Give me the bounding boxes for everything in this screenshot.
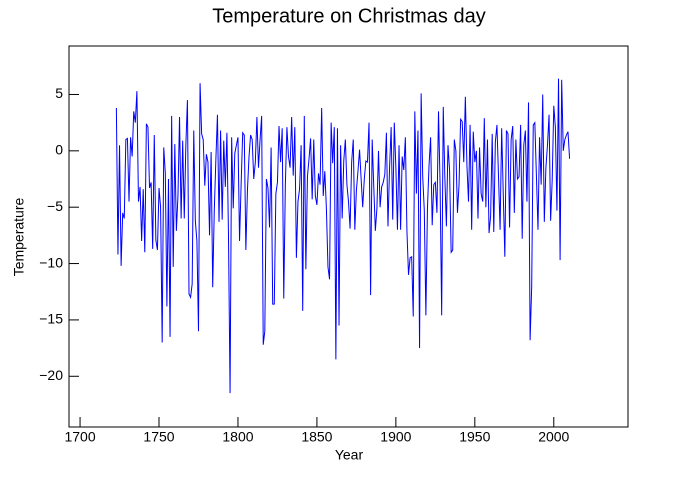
x-tick-label: 1700 (64, 429, 95, 445)
x-tick-label: 1750 (143, 429, 174, 445)
y-tick-label: −15 (39, 311, 63, 327)
y-tick-label: −5 (47, 198, 63, 214)
x-tick-label: 1900 (380, 429, 411, 445)
x-tick-label: 1800 (222, 429, 253, 445)
x-tick-label: 1950 (459, 429, 490, 445)
chart-title: Temperature on Christmas day (212, 5, 485, 27)
data-line (115, 78, 571, 394)
plot-frame (68, 45, 629, 428)
y-tick-label: 5 (55, 85, 63, 101)
y-tick-label: −10 (39, 254, 63, 270)
y-tick-label: 0 (55, 142, 63, 158)
y-axis-label: Temperature (11, 197, 27, 276)
y-tick-label: −20 (39, 367, 63, 383)
x-tick-label: 1850 (301, 429, 332, 445)
x-axis-label: Year (335, 447, 364, 463)
x-tick-label: 2000 (538, 429, 569, 445)
